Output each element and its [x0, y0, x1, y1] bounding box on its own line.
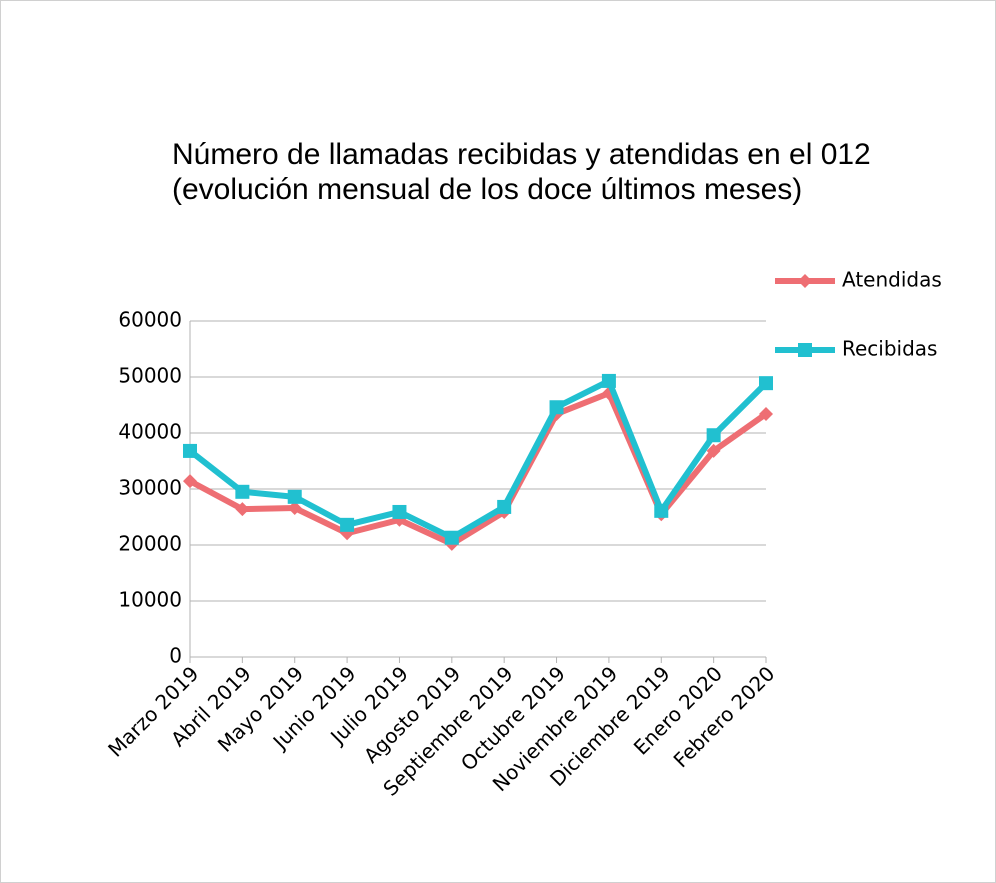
data-point — [654, 503, 669, 518]
y-tick-label: 40000 — [118, 420, 182, 444]
y-tick-label: 50000 — [118, 364, 182, 388]
legend-label: Atendidas — [842, 268, 942, 292]
data-point — [759, 406, 773, 421]
data-point — [759, 376, 773, 391]
legend-label: Recibidas — [842, 337, 937, 361]
data-point — [287, 501, 302, 516]
data-point — [601, 373, 616, 388]
y-tick-label: 60000 — [118, 308, 182, 332]
data-point — [706, 428, 721, 443]
data-point — [706, 443, 721, 458]
legend-marker — [798, 343, 812, 357]
data-point — [235, 484, 250, 499]
y-tick-label: 0 — [169, 644, 182, 668]
y-tick-label: 30000 — [118, 476, 182, 500]
chart-title: Número de llamadas recibidas y atendidas… — [172, 138, 871, 171]
series-line — [188, 377, 769, 541]
data-point — [444, 530, 459, 545]
data-point — [392, 504, 407, 519]
chart-title: (evolución mensual de los doce últimos m… — [172, 173, 802, 206]
y-tick-label: 20000 — [118, 532, 182, 556]
data-point — [183, 443, 197, 458]
data-point — [287, 489, 302, 504]
data-point — [549, 400, 564, 415]
data-point — [497, 499, 512, 514]
y-tick-label: 10000 — [118, 588, 182, 612]
data-point — [340, 517, 355, 532]
legend-marker — [798, 274, 812, 288]
series-line — [188, 390, 768, 547]
data-point — [235, 502, 250, 517]
data-point — [183, 474, 197, 489]
